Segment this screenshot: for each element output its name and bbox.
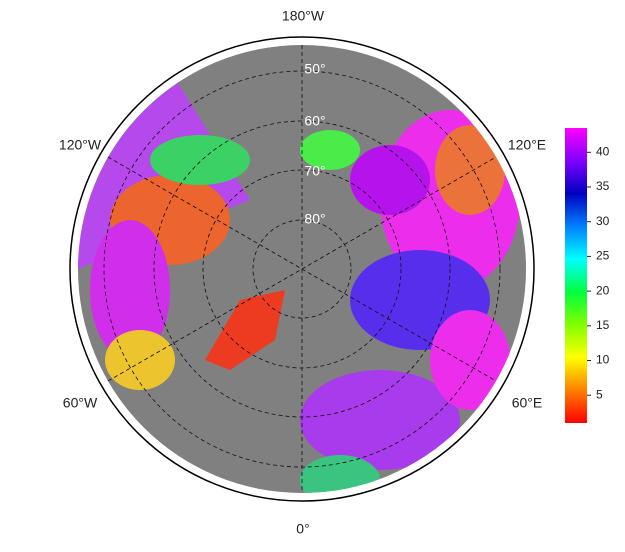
longitude-label: 120°W <box>59 137 102 153</box>
latitude-label: 70° <box>304 163 325 179</box>
data-field <box>78 83 520 493</box>
colorbar-tick-label: 10 <box>596 353 610 367</box>
graticule <box>103 45 501 493</box>
colorbar-tick-label: 25 <box>596 249 610 263</box>
latitude-label: 60° <box>304 113 325 129</box>
longitude-label: 180°W <box>282 8 325 24</box>
colorbar-tick-label: 35 <box>596 179 610 193</box>
latitude-label: 80° <box>304 211 325 227</box>
colorbar-tick-label: 5 <box>596 387 603 401</box>
longitude-label: 0° <box>296 521 309 537</box>
latitude-label: 50° <box>304 61 325 77</box>
colorbar <box>565 128 587 423</box>
colorbar-tick-label: 20 <box>596 283 610 297</box>
longitude-label: 60°W <box>63 395 98 411</box>
map-frame <box>69 36 535 502</box>
longitude-label: 120°E <box>508 137 546 153</box>
colorbar-tick-label: 40 <box>596 144 610 158</box>
longitude-label: 60°E <box>512 395 543 411</box>
colorbar-tick-label: 15 <box>596 318 610 332</box>
colorbar-tick-label: 30 <box>596 214 610 228</box>
